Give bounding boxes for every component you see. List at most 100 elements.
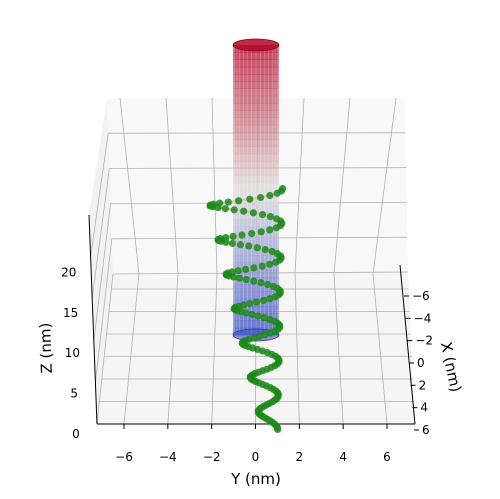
helix-point-71 [254, 312, 262, 320]
helix-point-146 [224, 198, 232, 206]
cylinder-band-26 [233, 139, 279, 147]
y-tick-label-5: 4 [339, 450, 347, 464]
helix-point-114 [253, 244, 261, 252]
helix-point-138 [230, 206, 238, 214]
helix-point-125 [238, 231, 246, 239]
helix-point-137 [240, 207, 248, 215]
cylinder-band-11 [233, 248, 279, 256]
helix-point-145 [216, 199, 224, 207]
cylinder-band-25 [233, 146, 279, 155]
y-tick-label-0: −6 [115, 450, 133, 464]
x-axis-title: X (nm) [437, 340, 465, 394]
helix-point-92 [257, 279, 265, 287]
x-axis-line [399, 264, 416, 425]
helix-point-82 [252, 298, 261, 306]
helix-point-81 [246, 300, 254, 308]
x-tick-label-6: 6 [422, 423, 430, 437]
grid-line-floor-0 [123, 273, 140, 425]
helix-point-93 [250, 277, 258, 285]
cylinder-band-30 [233, 110, 279, 118]
grid-line-zleft-2 [93, 203, 111, 341]
helix-point-150 [266, 191, 274, 200]
cylinder-band-32 [233, 95, 279, 104]
cylinder-band-20 [233, 182, 279, 191]
x-tick-label-5: 4 [420, 401, 428, 415]
y-tick-label-1: −4 [159, 450, 177, 464]
grid-line-back-4 [294, 97, 305, 275]
cylinder-band-33 [233, 88, 279, 97]
helix-point-70 [260, 314, 268, 322]
helix-point-80 [239, 301, 248, 309]
cylinder-band-19 [233, 190, 279, 198]
grid-line-zleft-4 [90, 133, 109, 257]
y-tick-label-2: −2 [203, 450, 221, 464]
helix-point-59 [250, 334, 258, 342]
cylinder-band-28 [233, 124, 279, 133]
helix-point-102 [234, 267, 242, 275]
helix-series [206, 185, 287, 433]
grid-line-floor-6 [372, 273, 388, 425]
helix-point-104 [250, 264, 258, 272]
z-axis-title: Z (nm) [36, 322, 56, 373]
helix-point-112 [268, 247, 276, 256]
cylinder-band-36 [233, 66, 279, 75]
x-tick-label-2: −2 [415, 334, 433, 348]
helix-point-117 [228, 239, 237, 247]
cylinder-band-34 [233, 81, 279, 89]
helix-point-123 [222, 234, 230, 242]
grid-line-floor-2 [211, 273, 218, 425]
helix-point-113 [261, 246, 269, 254]
grid-line-back-0 [119, 97, 140, 275]
cylinder-band-38 [233, 52, 279, 60]
y-tick-label-6: 6 [383, 450, 391, 464]
helix-point-69 [266, 315, 274, 324]
cylinder-band-31 [233, 103, 279, 111]
helix-point-94 [242, 276, 250, 284]
x-tick-label-4: 2 [419, 378, 427, 392]
helix-point-72 [248, 310, 256, 319]
helix-point-136 [249, 209, 257, 217]
z-tick-label-0: 0 [72, 427, 80, 441]
z-tick-label-1: 5 [70, 387, 78, 401]
z-tick-label-3: 15 [63, 306, 78, 320]
cylinder-band-8 [233, 269, 279, 278]
z-tick-label-4: 20 [61, 265, 76, 279]
helix-point-135 [258, 211, 267, 219]
x-tick-label-0: −6 [412, 289, 430, 303]
helix-point-133 [273, 215, 281, 223]
helix-point-95 [235, 274, 243, 282]
helix-point-127 [257, 228, 265, 236]
cylinder-band-29 [233, 117, 279, 126]
grid-line-zleft-1 [95, 238, 113, 383]
helix-point-115 [245, 242, 253, 250]
cylinder-band-35 [233, 74, 279, 82]
helix-point-144 [209, 200, 218, 208]
helix-point-105 [258, 262, 266, 270]
cylinder-top-cap [232, 38, 280, 52]
grid-line-zleft-0 [96, 273, 114, 425]
cylinder-band-24 [233, 153, 279, 162]
helix-point-124 [229, 232, 237, 240]
helix-point-148 [246, 195, 254, 203]
cylinder-band-6 [233, 284, 279, 292]
cylinder-band-13 [233, 233, 279, 242]
left-pane [89, 98, 113, 424]
cylinder-band-1 [233, 320, 279, 329]
helix-point-134 [266, 213, 274, 221]
cylinder-band-5 [233, 291, 279, 300]
cylinder-band-27 [233, 132, 279, 140]
helix-point-101 [228, 268, 236, 276]
helix-point-149 [256, 193, 265, 202]
cylinder-band-10 [233, 255, 279, 263]
grid-line-floor-4 [294, 273, 300, 425]
grid-line-zleft-3 [91, 168, 110, 299]
cylinder-band-18 [233, 197, 279, 205]
grid-line-back-6 [372, 97, 397, 275]
grid-line-floor-5 [333, 273, 344, 425]
cylinder-band-3 [233, 306, 279, 314]
z-tick-label-2: 10 [65, 346, 80, 360]
grid-line-back-2 [211, 97, 218, 275]
y-tick-label-3: 0 [252, 450, 260, 464]
cylinder-band-22 [233, 168, 279, 176]
